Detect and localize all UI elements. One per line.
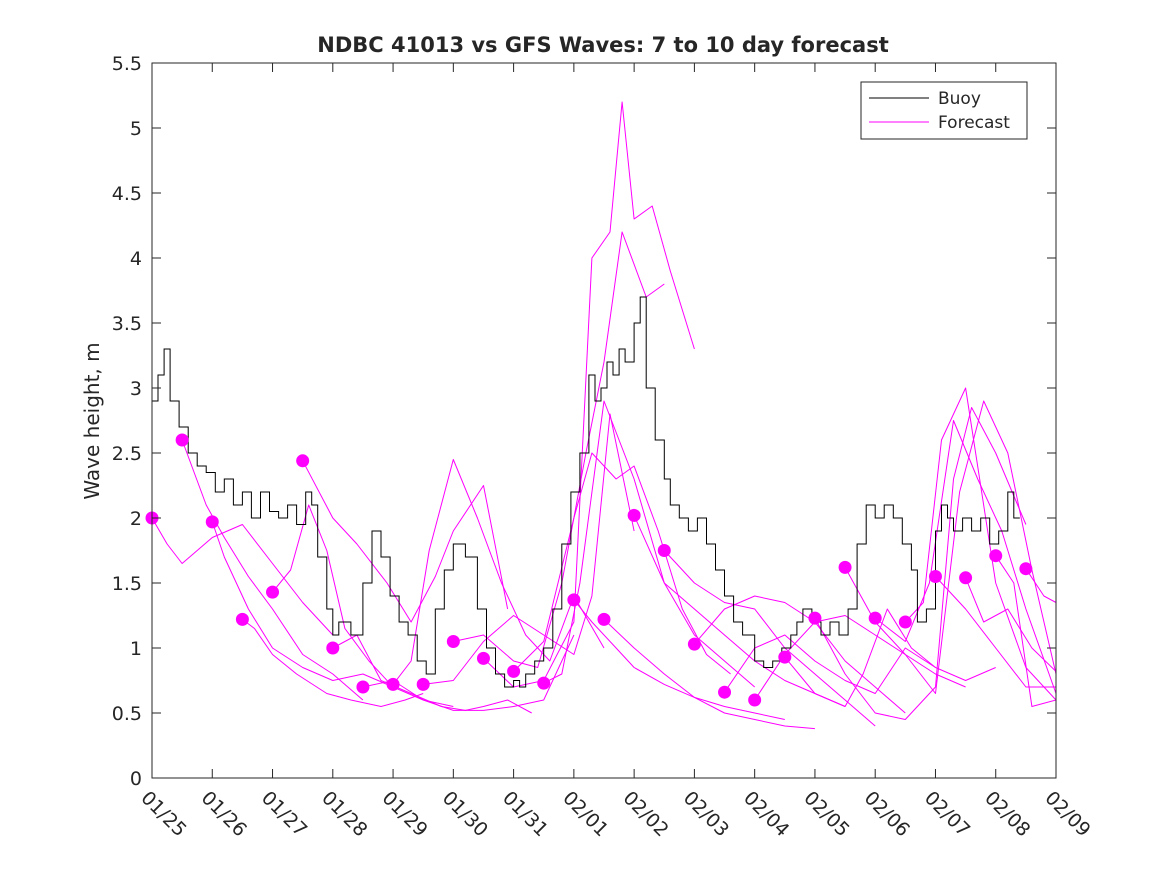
forecast-series-line	[814, 407, 1027, 720]
forecast-series-line	[603, 619, 815, 730]
y-tick-label: 2	[130, 508, 142, 530]
legend-forecast-label: Forecast	[938, 113, 1010, 133]
forecast-point	[476, 651, 490, 665]
forecast-point	[326, 641, 340, 655]
forecast-series-line	[573, 599, 785, 720]
forecast-series-line	[694, 595, 906, 714]
forecast-series-line	[965, 577, 1056, 672]
forecast-point	[868, 611, 882, 625]
forecast-series-line	[483, 101, 695, 688]
y-tick-label: 4.5	[112, 183, 142, 205]
forecast-series-line	[543, 400, 756, 688]
forecast-point	[507, 664, 521, 678]
y-tick-label: 1	[130, 638, 142, 660]
forecast-point	[778, 650, 792, 664]
forecast-point	[748, 693, 762, 707]
plot-box	[151, 62, 1057, 779]
y-axis-label: Wave height, m	[80, 342, 104, 499]
legend-box	[860, 81, 1028, 140]
forecast-point	[567, 593, 581, 607]
forecast-series-line	[181, 439, 364, 701]
forecast-series-line	[844, 400, 1056, 694]
forecast-point	[838, 560, 852, 574]
forecast-series-line	[152, 517, 334, 636]
forecast-point	[296, 454, 310, 468]
forecast-point	[356, 680, 370, 694]
forecast-point	[446, 635, 460, 648]
forecast-point	[386, 677, 400, 691]
forecast-series-line	[633, 515, 846, 707]
forecast-series-line	[513, 452, 731, 675]
forecast-series-line	[1025, 568, 1056, 603]
forecast-point	[657, 544, 671, 557]
forecast-point	[627, 508, 641, 522]
forecast-series-line	[423, 413, 635, 685]
y-tick-label: 5.5	[112, 53, 142, 75]
forecast-series-line	[242, 619, 424, 707]
forecast-series-line	[211, 521, 394, 688]
forecast-point	[416, 677, 430, 691]
forecast-series-line	[935, 576, 1056, 688]
legend: Buoy Forecast	[860, 81, 1028, 140]
y-tick-label: 0	[130, 768, 142, 790]
forecast-point	[898, 615, 912, 629]
y-tick-label: 2.5	[112, 443, 142, 465]
forecast-point	[928, 570, 942, 583]
y-tick-label: 1.5	[112, 573, 142, 595]
y-tick-label: 3.5	[112, 313, 142, 335]
forecast-series-line	[724, 634, 936, 694]
forecast-point	[205, 515, 219, 529]
forecast-point	[235, 612, 249, 626]
forecast-point	[718, 685, 732, 699]
y-tick-label: 0.5	[112, 703, 142, 725]
forecast-series-line	[302, 460, 509, 623]
forecast-point	[687, 637, 701, 651]
forecast-series-line	[995, 555, 1056, 707]
forecast-series-line	[663, 550, 876, 727]
y-tick-label: 3	[130, 378, 142, 400]
forecast-point	[1019, 562, 1033, 576]
forecast-point	[959, 571, 973, 585]
chart-title: NDBC 41013 vs GFS Waves: 7 to 10 day for…	[317, 33, 888, 57]
forecast-point	[266, 585, 280, 599]
axes-frame	[151, 62, 1057, 779]
forecast-point	[989, 549, 1003, 563]
forecast-series-line	[754, 615, 966, 701]
y-tick-label: 5	[130, 118, 142, 140]
forecast-point	[808, 611, 822, 625]
forecast-points-layer	[145, 433, 1033, 707]
buoy-series-line	[152, 296, 1020, 688]
series-layer	[152, 101, 1056, 730]
forecast-series-line	[392, 459, 605, 685]
forecast-point	[537, 676, 551, 690]
forecast-series-line	[272, 504, 454, 707]
forecast-point	[597, 612, 611, 626]
y-tick-label: 4	[130, 248, 142, 270]
forecast-point	[175, 433, 189, 447]
forecast-series-line	[784, 608, 996, 707]
forecast-series-line	[874, 420, 1056, 694]
legend-buoy-label: Buoy	[938, 89, 981, 109]
